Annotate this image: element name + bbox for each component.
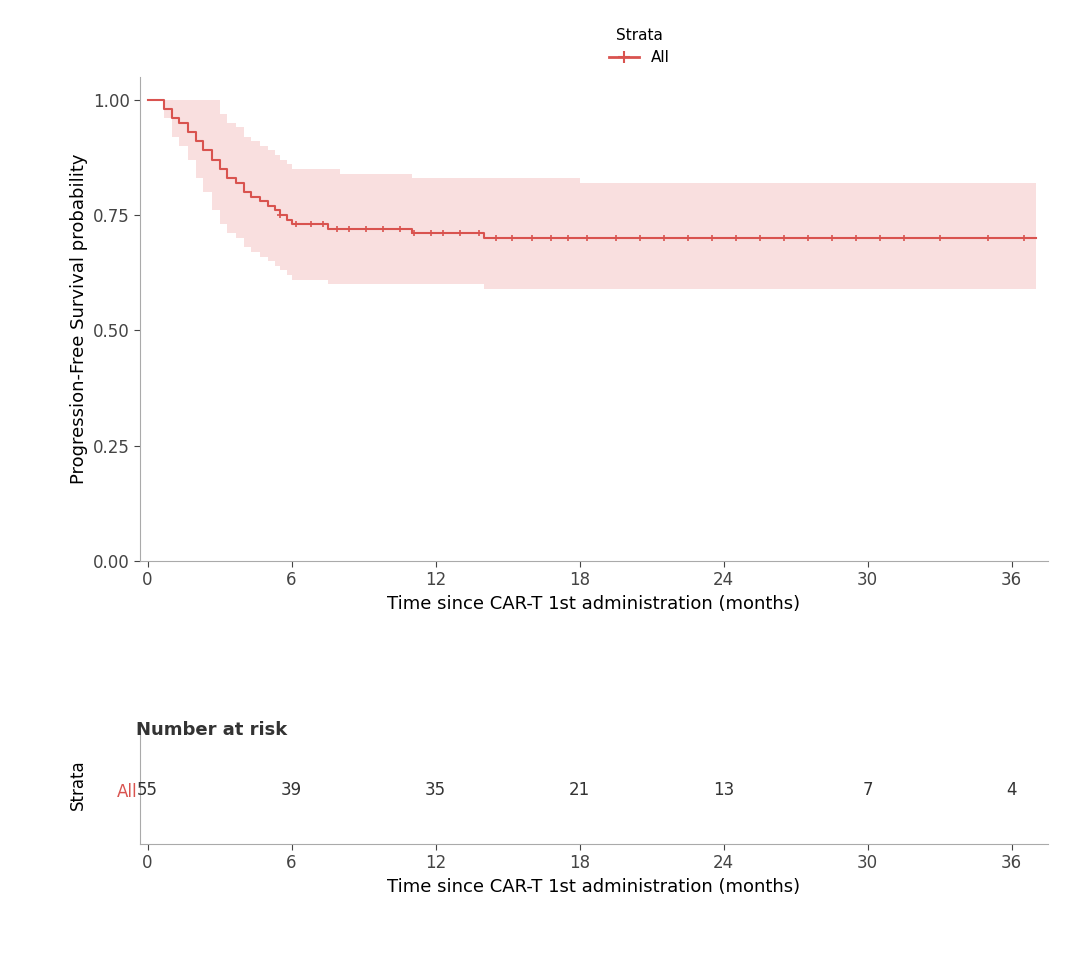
Text: 21: 21 <box>569 781 591 799</box>
Text: 55: 55 <box>137 781 158 799</box>
Text: Number at risk: Number at risk <box>136 720 287 738</box>
Y-axis label: Strata: Strata <box>69 760 87 810</box>
Legend: All: All <box>603 21 676 71</box>
Text: 35: 35 <box>426 781 446 799</box>
X-axis label: Time since CAR-T 1st administration (months): Time since CAR-T 1st administration (mon… <box>388 877 800 896</box>
Text: 4: 4 <box>1007 781 1017 799</box>
Y-axis label: Progression-Free Survival probability: Progression-Free Survival probability <box>69 153 87 484</box>
Text: 13: 13 <box>713 781 734 799</box>
Text: 39: 39 <box>281 781 302 799</box>
Text: 7: 7 <box>862 781 873 799</box>
X-axis label: Time since CAR-T 1st administration (months): Time since CAR-T 1st administration (mon… <box>388 595 800 613</box>
